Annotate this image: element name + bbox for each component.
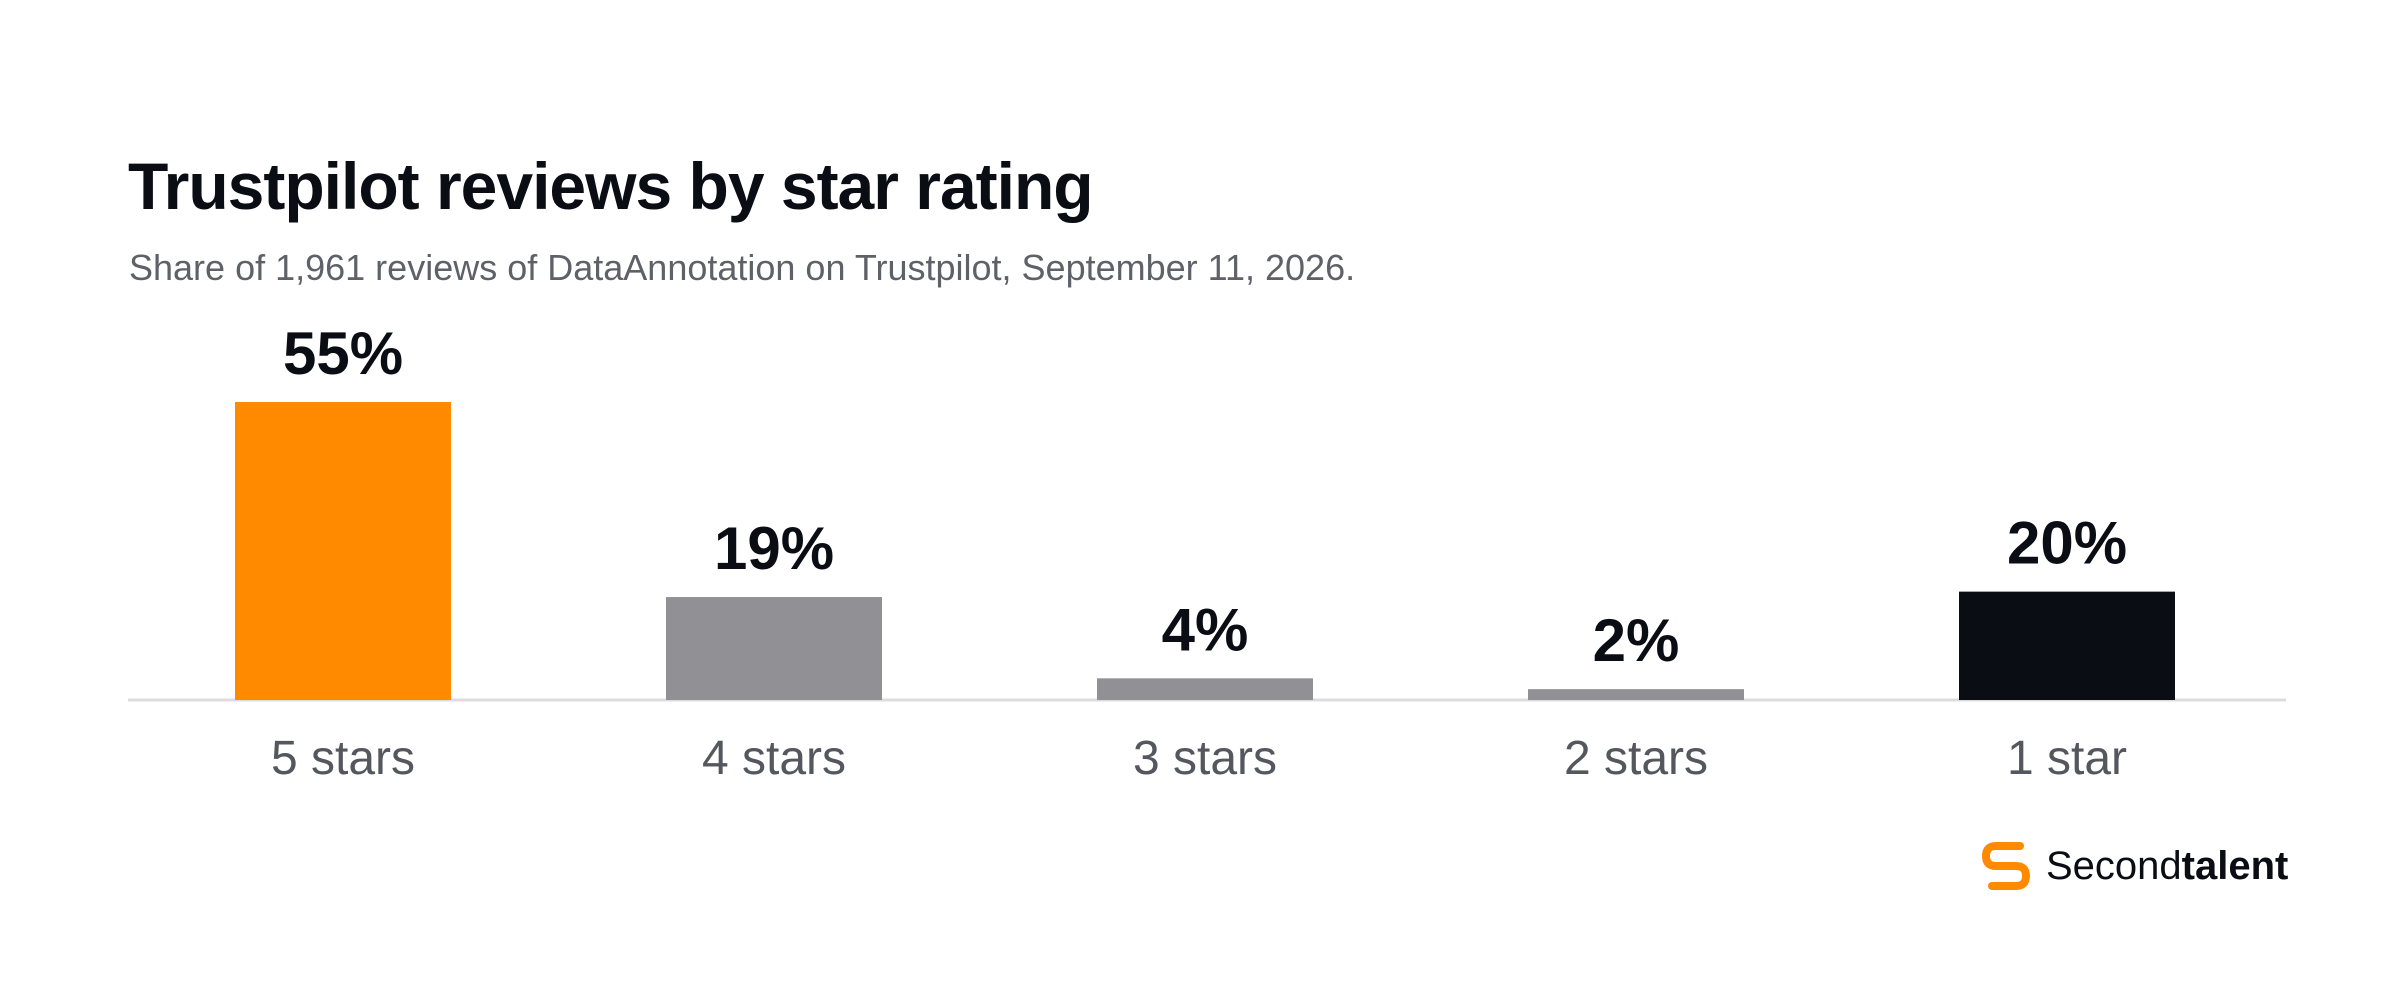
secondtalent-logo-icon — [1982, 842, 2030, 890]
secondtalent-logo: Secondtalent — [1980, 836, 2288, 896]
category-label-3-stars: 3 stars — [1133, 732, 1277, 785]
bar-3-stars — [1097, 678, 1313, 700]
category-label-2-stars: 2 stars — [1564, 732, 1708, 785]
value-label-1-star: 20% — [2007, 510, 2127, 577]
category-label-5-stars: 5 stars — [271, 732, 415, 785]
value-label-3-stars: 4% — [1162, 596, 1249, 663]
chart-title: Trustpilot reviews by star rating — [128, 149, 1094, 223]
value-label-2-stars: 2% — [1593, 607, 1680, 674]
value-label-4-stars: 19% — [714, 515, 834, 582]
brand-name-regular: Second — [2046, 843, 2182, 888]
category-label-1-star: 1 star — [2007, 732, 2127, 785]
bar-2-stars — [1528, 689, 1744, 700]
bar-1-star — [1959, 591, 2175, 700]
bar-4-stars — [666, 597, 882, 700]
value-label-5-stars: 55% — [283, 320, 403, 387]
chart-subtitle: Share of 1,961 reviews of DataAnnotation… — [129, 247, 1356, 288]
bar-5-stars — [235, 402, 451, 700]
brand-name: Secondtalent — [2046, 844, 2288, 889]
category-label-4-stars: 4 stars — [702, 732, 846, 785]
brand-name-bold: talent — [2181, 843, 2289, 888]
